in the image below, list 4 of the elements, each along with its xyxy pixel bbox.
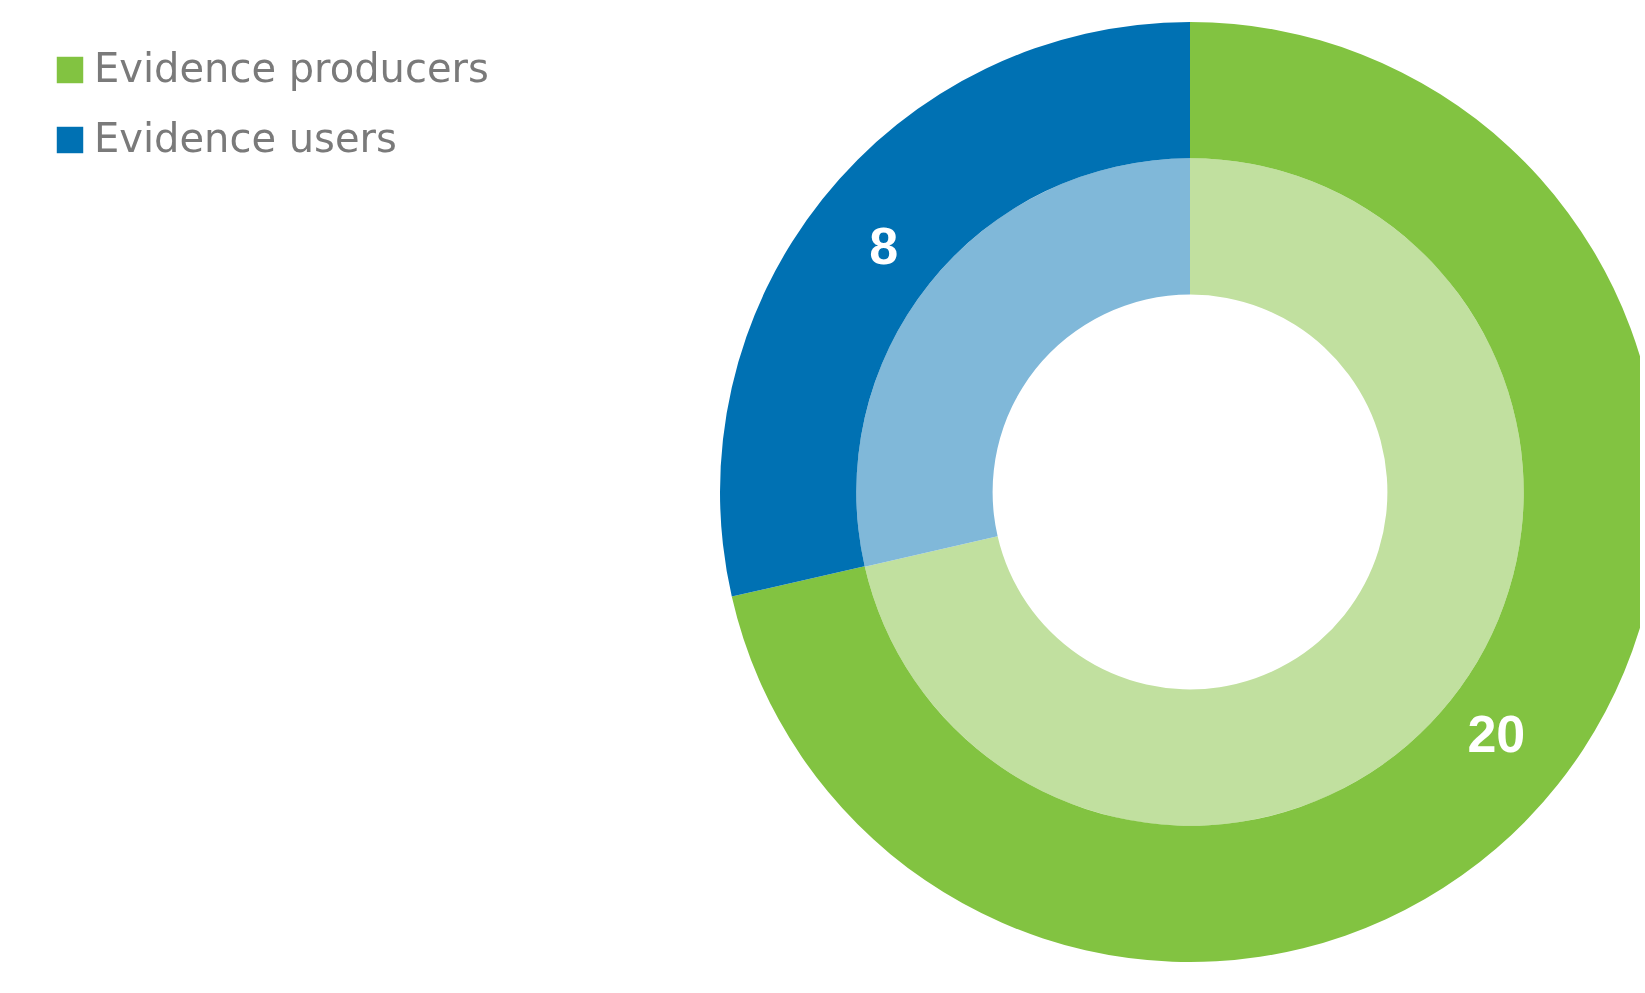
data-label: 20 [1467,705,1526,764]
legend-label: Evidence producers [94,45,489,91]
legend-label: Evidence users [94,115,397,161]
data-label: 8 [869,216,899,275]
